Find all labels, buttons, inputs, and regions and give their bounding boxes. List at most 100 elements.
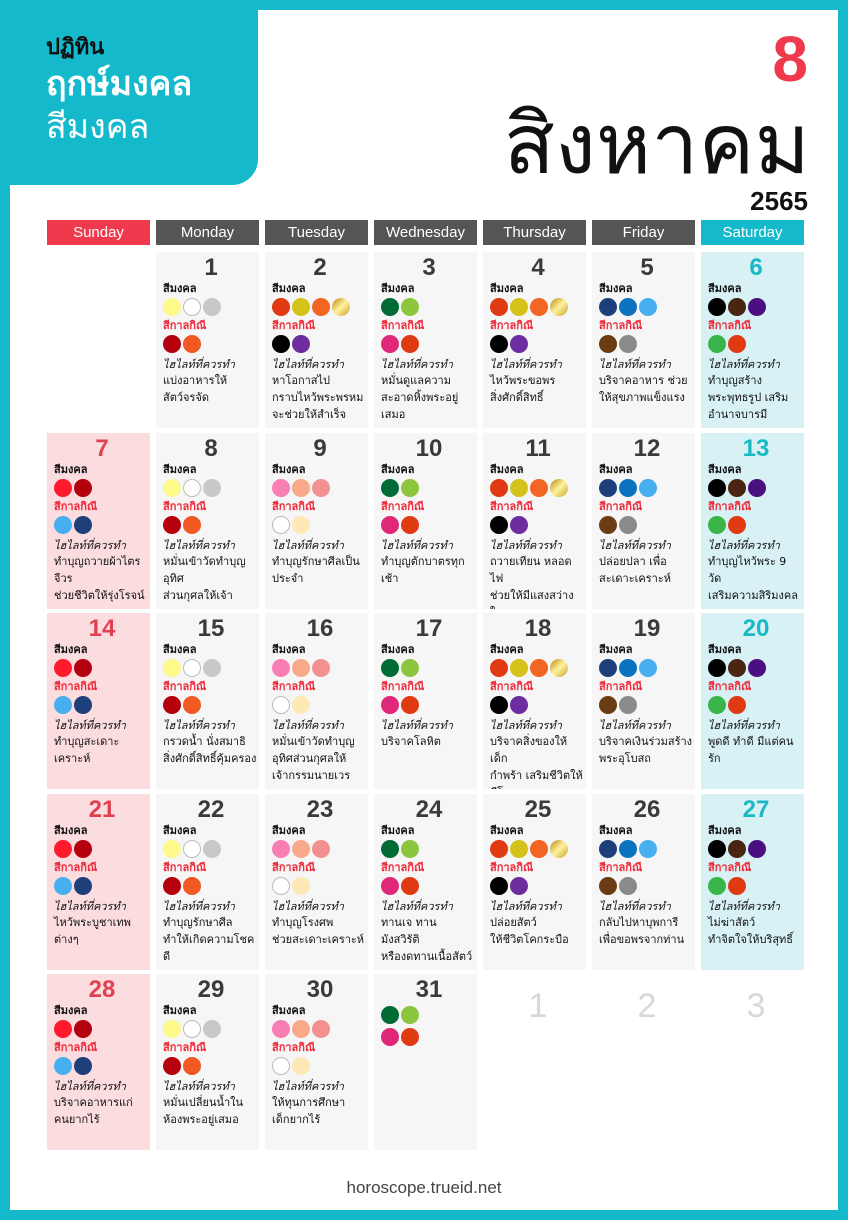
color-swatch xyxy=(599,659,617,677)
day-cell-31[interactable]: 31 xyxy=(374,974,477,1150)
day-cell-26[interactable]: 26 สีมงคล สีกาลกิณี ไฮไลท์ที่ควรทำ กลับไปหาบ… xyxy=(592,793,695,970)
color-swatch xyxy=(401,298,419,316)
color-swatch xyxy=(490,659,508,677)
auspicious-color-label: สีมงคล xyxy=(381,282,415,295)
color-swatch xyxy=(708,696,726,714)
day-cell-18[interactable]: 18 สีมงคล สีกาลกิณี ไฮไลท์ที่ควรทำ บริจาคสิ่… xyxy=(483,613,586,789)
color-swatch xyxy=(292,298,310,316)
day-cell-13[interactable]: 13 สีมงคล สีกาลกิณี ไฮไลท์ที่ควรทำ ทำบุญไหว้… xyxy=(701,432,804,609)
day-number: 25 xyxy=(524,795,552,823)
color-swatch xyxy=(401,876,419,895)
day-cell-4[interactable]: 4 สีมงคล สีกาลกิณี ไฮไลท์ที่ควรทำ ไหว้พระขอพ… xyxy=(483,252,586,428)
highlight-label: ไฮไลท์ที่ควรทำ xyxy=(163,719,235,732)
color-swatch xyxy=(183,515,201,534)
color-swatch xyxy=(619,659,637,677)
day-cell-8[interactable]: 8 สีมงคล สีกาลกิณี ไฮไลท์ที่ควรทำ หมั่นเข้าว… xyxy=(156,432,259,609)
day-cell-10[interactable]: 10 สีมงคล สีกาลกิณี ไฮไลท์ที่ควรทำ ทำบุญตักบ… xyxy=(374,432,477,609)
inauspicious-color-label: สีกาลกิณี xyxy=(599,680,643,693)
weekday-header-monday: Monday xyxy=(156,220,259,245)
color-swatch xyxy=(550,298,568,316)
title-line-2: ฤกษ์มงคล xyxy=(46,64,193,104)
day-cell-5[interactable]: 5 สีมงคล สีกาลกิณี ไฮไลท์ที่ควรทำ บริจาคอาหา… xyxy=(592,252,695,428)
day-cell-24[interactable]: 24 สีมงคล สีกาลกิณี ไฮไลท์ที่ควรทำ ทานเจ ทาน… xyxy=(374,793,477,970)
day-cell-15[interactable]: 15 สีมงคล สีกาลกิณี ไฮไลท์ที่ควรทำ กรวดน้ำ น… xyxy=(156,613,259,789)
day-cell-16[interactable]: 16 สีมงคล สีกาลกิณี ไฮไลท์ที่ควรทำ หมั่นเข้า… xyxy=(265,613,368,789)
color-swatch xyxy=(510,298,528,316)
color-swatch xyxy=(510,696,528,714)
recommendation-line: ส่วนกุศลให้เจ้ากรรม xyxy=(163,588,233,609)
auspicious-colors xyxy=(163,478,259,498)
auspicious-colors xyxy=(163,839,259,859)
highlight-label: ไฮไลท์ที่ควรทำ xyxy=(599,538,671,552)
day-cell-29[interactable]: 29 สีมงคล สีกาลกิณี ไฮไลท์ที่ควรทำ หมั่นเปลี… xyxy=(156,974,259,1150)
color-swatch xyxy=(292,1020,310,1038)
color-swatch xyxy=(163,839,181,858)
recommendation-line: พระอุโบสถ xyxy=(599,752,651,765)
day-cell-11[interactable]: 11 สีมงคล สีกาลกิณี ไฮไลท์ที่ควรทำ ถวายเทียน… xyxy=(483,432,586,609)
inauspicious-colors xyxy=(599,334,695,354)
day-number: 18 xyxy=(524,615,552,642)
day-cell-21[interactable]: 21 สีมงคล สีกาลกิณี ไฮไลท์ที่ควรทำ ไหว้พระบู… xyxy=(47,793,150,970)
day-cell-3[interactable]: 3 สีมงคล สีกาลกิณี ไฮไลท์ที่ควรทำ หมั่นดูแลค… xyxy=(374,252,477,428)
color-swatch xyxy=(510,876,528,895)
inauspicious-color-label: สีกาลกิณี xyxy=(708,860,752,874)
color-swatch xyxy=(708,659,726,677)
auspicious-color-label: สีมงคล xyxy=(708,643,742,656)
day-cell-28[interactable]: 28 สีมงคล สีกาลกิณี ไฮไลท์ที่ควรทำ บริจาคอาห… xyxy=(47,974,150,1150)
auspicious-color-label: สีมงคล xyxy=(272,643,306,656)
color-swatch xyxy=(272,1057,290,1075)
color-swatch xyxy=(748,839,766,858)
color-swatch xyxy=(510,659,528,677)
day-cell-12[interactable]: 12 สีมงคล สีกาลกิณี ไฮไลท์ที่ควรทำ ปล่อยปลา … xyxy=(592,432,695,609)
day-cell-27[interactable]: 27 สีมงคล สีกาลกิณี ไฮไลท์ที่ควรทำ ไม่ฆ่าสัต… xyxy=(701,793,804,970)
inauspicious-color-label: สีกาลกิณี xyxy=(54,499,98,513)
color-swatch xyxy=(401,335,419,353)
color-swatch xyxy=(312,1020,330,1038)
day-cell-14[interactable]: 14 สีมงคล สีกาลกิณี ไฮไลท์ที่ควรทำ ทำบุญสะเด… xyxy=(47,613,150,789)
day-cell-25[interactable]: 25 สีมงคล สีกาลกิณี ไฮไลท์ที่ควรทำ ปล่อยสัตว… xyxy=(483,793,586,970)
day-cell-9[interactable]: 9 สีมงคล สีกาลกิณี ไฮไลท์ที่ควรทำ ทำบุญรักษา… xyxy=(265,432,368,609)
color-swatch xyxy=(54,839,72,858)
auspicious-colors xyxy=(272,478,368,498)
recommendation-line: หมั่นเปลี่ยนน้ำใน xyxy=(163,1096,244,1109)
day-cell-7[interactable]: 7 สีมงคล สีกาลกิณี ไฮไลท์ที่ควรทำ ทำบุญถวายผ… xyxy=(47,432,150,609)
color-swatch xyxy=(183,696,201,714)
color-swatch xyxy=(619,876,637,895)
auspicious-color-label: สีมงคล xyxy=(272,823,306,837)
day-cell-19[interactable]: 19 สีมงคล สีกาลกิณี ไฮไลท์ที่ควรทำ บริจาคเงิ… xyxy=(592,613,695,789)
day-cell-22[interactable]: 22 สีมงคล สีกาลกิณี ไฮไลท์ที่ควรทำ ทำบุญรักษ… xyxy=(156,793,259,970)
color-swatch xyxy=(74,515,92,534)
empty-cell xyxy=(47,252,150,428)
color-swatch xyxy=(728,696,746,714)
color-swatch xyxy=(619,696,637,714)
weekday-header-saturday: Saturday xyxy=(701,220,804,245)
day-cell-2[interactable]: 2 สีมงคล สีกาลกิณี ไฮไลท์ที่ควรทำ หาโอกาสไปก… xyxy=(265,252,368,428)
recommendation-line: ทำบุญรักษาศีลเป็น xyxy=(272,554,360,568)
color-swatch xyxy=(728,839,746,858)
day-cell-17[interactable]: 17 สีมงคล สีกาลกิณี ไฮไลท์ที่ควรทำ บริจาคโลห… xyxy=(374,613,477,789)
day-cell-6[interactable]: 6 สีมงคล สีกาลกิณี ไฮไลท์ที่ควรทำ ทำบุญสร้าง… xyxy=(701,252,804,428)
inauspicious-color-label: สีกาลกิณี xyxy=(163,1041,207,1054)
color-swatch xyxy=(490,515,508,534)
next-month-day-number: 2 xyxy=(637,987,657,1025)
day-number: 29 xyxy=(197,976,225,1003)
color-swatch xyxy=(163,1057,181,1075)
inauspicious-colors xyxy=(490,515,586,535)
color-swatch xyxy=(490,298,508,316)
auspicious-colors xyxy=(54,1019,150,1039)
color-swatch xyxy=(203,839,221,858)
day-cell-30[interactable]: 30 สีมงคล สีกาลกิณี ไฮไลท์ที่ควรทำ ให้ทุนการ… xyxy=(265,974,368,1150)
color-swatch xyxy=(599,478,617,497)
auspicious-color-label: สีมงคล xyxy=(272,1004,306,1017)
inauspicious-colors xyxy=(381,515,477,535)
day-cell-20[interactable]: 20 สีมงคล สีกาลกิณี ไฮไลท์ที่ควรทำ พูดดี ทำด… xyxy=(701,613,804,789)
color-swatch xyxy=(639,659,657,677)
title-tab: ปฏิทิน ฤกษ์มงคล สีมงคล xyxy=(10,10,258,185)
title-line-3: สีมงคล xyxy=(46,107,150,147)
color-swatch xyxy=(272,298,290,316)
day-cell-23[interactable]: 23 สีมงคล สีกาลกิณี ไฮไลท์ที่ควรทำ ทำบุญโรงศ… xyxy=(265,793,368,970)
next-month-cell: 1 xyxy=(483,974,586,1150)
day-cell-1[interactable]: 1 สีมงคล สีกาลกิณี ไฮไลท์ที่ควรทำ แบ่งอาหารใ… xyxy=(156,252,259,428)
title-line-1: ปฏิทิน xyxy=(46,35,105,60)
auspicious-colors xyxy=(381,1005,477,1025)
